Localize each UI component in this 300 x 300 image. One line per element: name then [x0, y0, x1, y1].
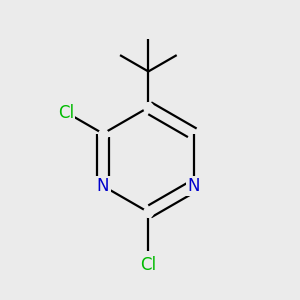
Text: Cl: Cl	[140, 256, 156, 274]
Text: N: N	[188, 177, 200, 195]
Text: Cl: Cl	[58, 104, 74, 122]
Text: N: N	[97, 177, 109, 195]
